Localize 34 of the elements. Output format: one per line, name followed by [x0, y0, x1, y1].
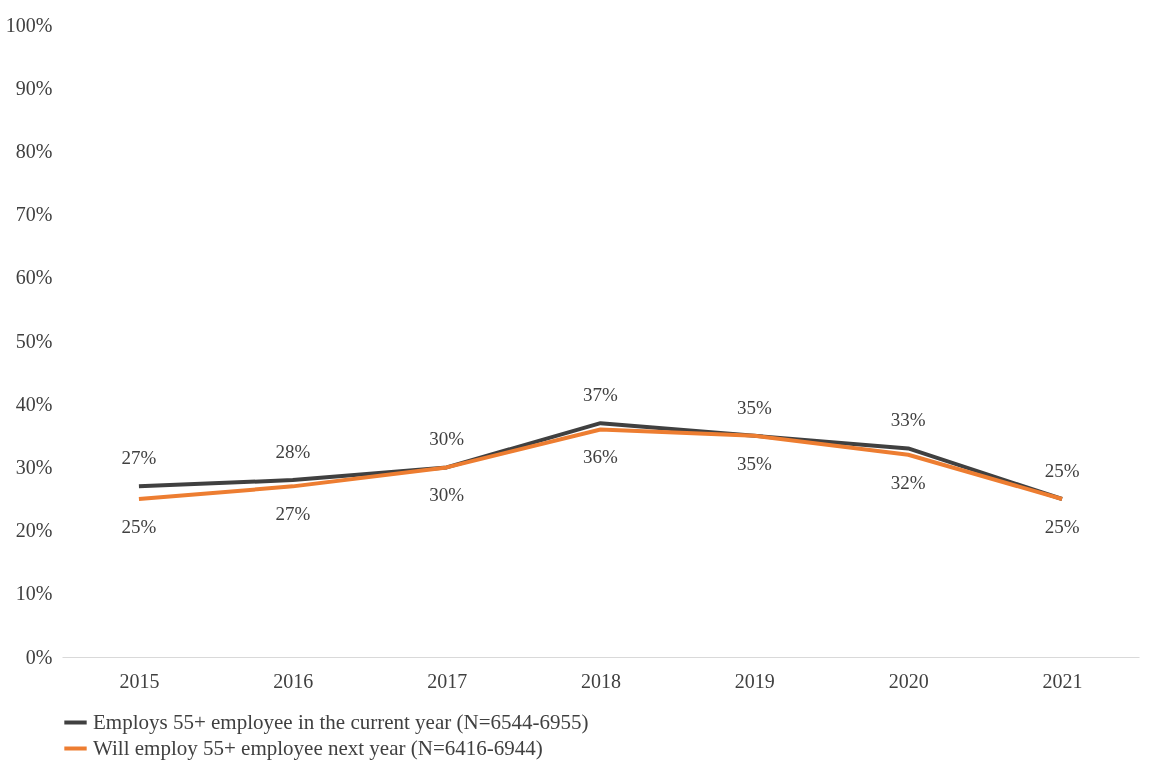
x-tick-label: 2020 — [888, 669, 929, 692]
data-label: 32% — [890, 471, 926, 493]
y-tick-label: 90% — [15, 76, 53, 99]
x-tick-label: 2017 — [427, 669, 468, 692]
data-label: 28% — [275, 441, 311, 463]
y-tick-label: 50% — [15, 329, 53, 352]
y-tick-label: 70% — [15, 203, 53, 226]
x-tick-label: 2016 — [273, 669, 314, 692]
y-tick-label: 30% — [15, 455, 53, 478]
data-label: 35% — [736, 396, 772, 418]
legend-label: Will employ 55+ employee next year (N=6416-6944) — [93, 735, 543, 760]
y-tick-label: 40% — [15, 392, 53, 415]
y-tick-label: 20% — [15, 519, 53, 542]
data-label: 27% — [121, 447, 157, 469]
y-tick-label: 10% — [15, 582, 53, 605]
data-label: 36% — [583, 446, 619, 468]
y-tick-label: 80% — [15, 139, 53, 162]
x-tick-label: 2021 — [1042, 669, 1083, 692]
data-label: 30% — [429, 428, 465, 450]
y-tick-label: 0% — [25, 645, 53, 668]
x-tick-label: 2019 — [734, 669, 775, 692]
x-tick-label: 2018 — [581, 669, 621, 692]
data-label: 25% — [1044, 516, 1080, 537]
legend-label: Employs 55+ employee in the current year (N=6544-6955) — [93, 709, 589, 734]
data-label: 25% — [121, 516, 157, 537]
data-label: 35% — [736, 452, 772, 474]
data-label: 27% — [275, 503, 311, 525]
data-label: 30% — [429, 484, 465, 506]
y-tick-label: 60% — [15, 266, 53, 289]
data-label: 33% — [890, 409, 926, 431]
y-tick-label: 100% — [5, 13, 53, 36]
data-label: 25% — [1044, 460, 1080, 481]
x-tick-label: 2015 — [119, 669, 160, 692]
data-label: 37% — [583, 384, 619, 406]
